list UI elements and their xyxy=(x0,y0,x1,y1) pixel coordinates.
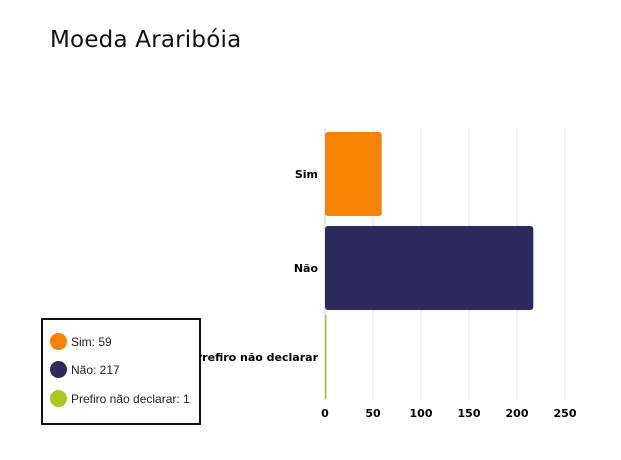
legend-swatch-sim xyxy=(50,333,67,350)
legend-item-prefiro: Prefiro não declarar: 1 xyxy=(50,390,190,407)
legend-swatch-nao xyxy=(50,361,67,378)
category-label: Sim xyxy=(295,168,318,181)
x-tick-label: 150 xyxy=(458,407,481,420)
x-tick-label: 100 xyxy=(410,407,433,420)
x-tick-label: 50 xyxy=(365,407,381,420)
x-tick-label: 250 xyxy=(554,407,577,420)
legend-label-sim: Sim: 59 xyxy=(71,334,112,349)
legend-swatch-prefiro xyxy=(50,390,67,407)
chart-title: Moeda Araribóia xyxy=(50,27,242,53)
category-label: Não xyxy=(294,262,319,275)
legend: Sim: 59 Não: 217 Prefiro não declarar: 1 xyxy=(41,318,201,425)
legend-label-nao: Não: 217 xyxy=(71,362,120,377)
bar-n-o xyxy=(325,226,534,310)
bar-prefiro-n-o-declarar xyxy=(325,315,327,399)
legend-item-sim: Sim: 59 xyxy=(50,333,112,350)
legend-item-nao: Não: 217 xyxy=(50,361,120,378)
bar-sim xyxy=(325,132,382,216)
x-tick-label: 200 xyxy=(506,407,529,420)
legend-label-prefiro: Prefiro não declarar: 1 xyxy=(71,391,190,406)
x-tick-label: 0 xyxy=(321,407,329,420)
category-label: Prefiro não declarar xyxy=(194,351,318,364)
